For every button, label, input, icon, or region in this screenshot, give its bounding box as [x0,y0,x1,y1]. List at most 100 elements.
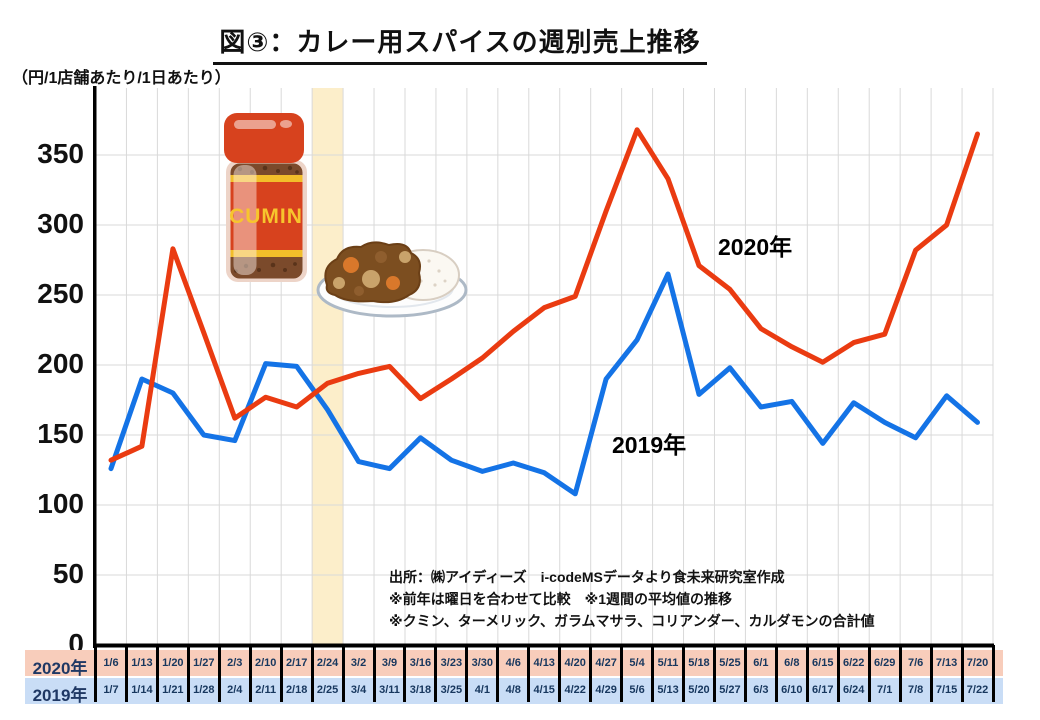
series-label-2019: 2019年 [612,432,687,458]
bottle-label-text: CUMIN [229,205,303,228]
date-cell-2019-3/18: 3/18 [409,684,432,696]
date-cell-2019-6/17: 6/17 [812,684,834,696]
date-cell-border [867,645,871,702]
date-cell-border [217,645,221,702]
date-cell-2020-5/25: 5/25 [719,657,741,669]
date-cell-border [743,645,747,702]
date-cell-2019-5/27: 5/27 [719,684,741,696]
date-cell-border [960,645,964,702]
date-cell-2020-6/29: 6/29 [873,657,896,669]
annotation-line-1: 出所：㈱アイディーズ i-codeMSデータより食未来研究室作成 [389,569,785,585]
date-cell-2019-7/8: 7/8 [907,684,924,696]
date-cell-border [991,645,995,702]
date-cell-2019-3/25: 3/25 [440,684,463,696]
date-cell-2019-5/13: 5/13 [657,684,679,696]
date-cell-2020-2/17: 2/17 [285,657,308,669]
date-cell-2020-6/22: 6/22 [843,657,865,669]
date-cell-border [248,645,252,702]
date-cell-border [682,645,686,702]
date-cell-border [341,645,345,702]
y-tick-label-150: 150 [37,418,84,449]
date-cell-2019-7/15: 7/15 [935,684,958,696]
date-cell-2020-7/6: 7/6 [907,657,924,669]
date-cell-border [651,645,655,702]
date-cell-2020-4/13: 4/13 [533,657,555,669]
date-cell-2019-1/28: 1/28 [193,684,215,696]
date-cell-2020-1/20: 1/20 [162,657,184,669]
date-cell-2019-2/25: 2/25 [316,684,339,696]
date-cell-2019-3/11: 3/11 [379,684,400,696]
x-axis-line [93,643,994,648]
date-cell-2020-2/10: 2/10 [254,657,277,669]
date-cell-2020-5/18: 5/18 [688,657,710,669]
date-cell-border [94,645,97,702]
date-cell-border [527,645,531,702]
date-cell-2019-3/4: 3/4 [350,684,367,696]
date-cell-2019-7/1: 7/1 [877,684,893,696]
date-cell-border [279,645,283,702]
date-cell-2020-3/9: 3/9 [381,657,398,669]
date-cell-2019-1/14: 1/14 [131,684,153,696]
date-cell-border [929,645,933,702]
date-cell-border [465,645,469,702]
date-cell-border [372,645,376,702]
date-cell-border [403,645,407,702]
y-axis-line [93,86,97,648]
cap-highlight [234,120,276,129]
date-cell-2020-1/27: 1/27 [193,657,215,669]
date-cell-2020-5/11: 5/11 [657,657,679,669]
date-cell-2020-4/6: 4/6 [505,657,521,669]
date-cell-border [186,645,190,702]
curry-chunks [333,251,411,296]
date-cell-2020-3/2: 3/2 [350,657,367,669]
date-cell-2020-4/20: 4/20 [564,657,586,669]
series-label-2020: 2020年 [718,234,793,260]
date-cell-2019-2/4: 2/4 [227,684,243,696]
date-cell-border [774,645,778,702]
glass-highlight [233,165,257,275]
date-cell-2020-6/8: 6/8 [784,657,800,669]
date-cell-border [805,645,809,702]
y-axis-unit-label: （円/1店舗あたり/1日あたり） [12,70,231,87]
cumin-bottle-illustration: CUMIN [224,113,307,282]
label-stripe-bottom [230,250,303,257]
y-tick-label-100: 100 [37,488,84,519]
title-wrap: 図③：カレー用スパイスの週別売上推移 [120,22,800,65]
highlight-band [312,88,344,645]
curry-rice-illustration [316,241,468,318]
data-line-2020年 [108,127,980,463]
date-cell-2019-4/29: 4/29 [595,684,617,696]
date-cell-border [155,645,159,702]
date-cell-2020-2/24: 2/24 [316,657,339,669]
date-cell-2019-2/18: 2/18 [285,684,308,696]
y-tick-label-50: 50 [52,558,84,589]
date-cell-2020-6/15: 6/15 [812,657,834,669]
date-cell-2020-1/6: 1/6 [103,657,119,669]
date-cell-2019-6/3: 6/3 [753,684,769,696]
y-tick-label-350: 350 [37,138,84,169]
spice-speckles [234,165,299,273]
date-cell-2019-1/21: 1/21 [162,684,184,696]
date-cell-border [836,645,840,702]
date-cell-2020-7/20: 7/20 [966,657,989,669]
date-cell-border [434,645,438,702]
date-cell-2019-4/8: 4/8 [505,684,521,696]
date-cell-2019-6/24: 6/24 [843,684,865,696]
label-stripe-top [230,175,303,182]
date-cell-2020-3/23: 3/23 [440,657,463,669]
date-cell-border [589,645,593,702]
date-cell-border [898,645,902,702]
date-cell-2019-1/7: 1/7 [103,684,119,696]
source-annotation: 出所：㈱アイディーズ i-codeMSデータより食未来研究室作成 ※前年は曜日を… [389,566,875,632]
data-line-2019年 [108,271,980,497]
date-cell-2019-6/10: 6/10 [781,684,803,696]
date-cell-2020-7/13: 7/13 [935,657,958,669]
date-cell-border [310,645,314,702]
cap-highlight-2 [280,120,292,128]
row-header-2020: 2020年 [32,659,88,678]
annotation-line-2: ※前年は曜日を合わせて比較 ※1週間の平均値の推移 [389,591,733,607]
date-cell-2020-4/27: 4/27 [595,657,617,669]
date-cell-2020-3/30: 3/30 [471,657,494,669]
date-cell-border [496,645,500,702]
